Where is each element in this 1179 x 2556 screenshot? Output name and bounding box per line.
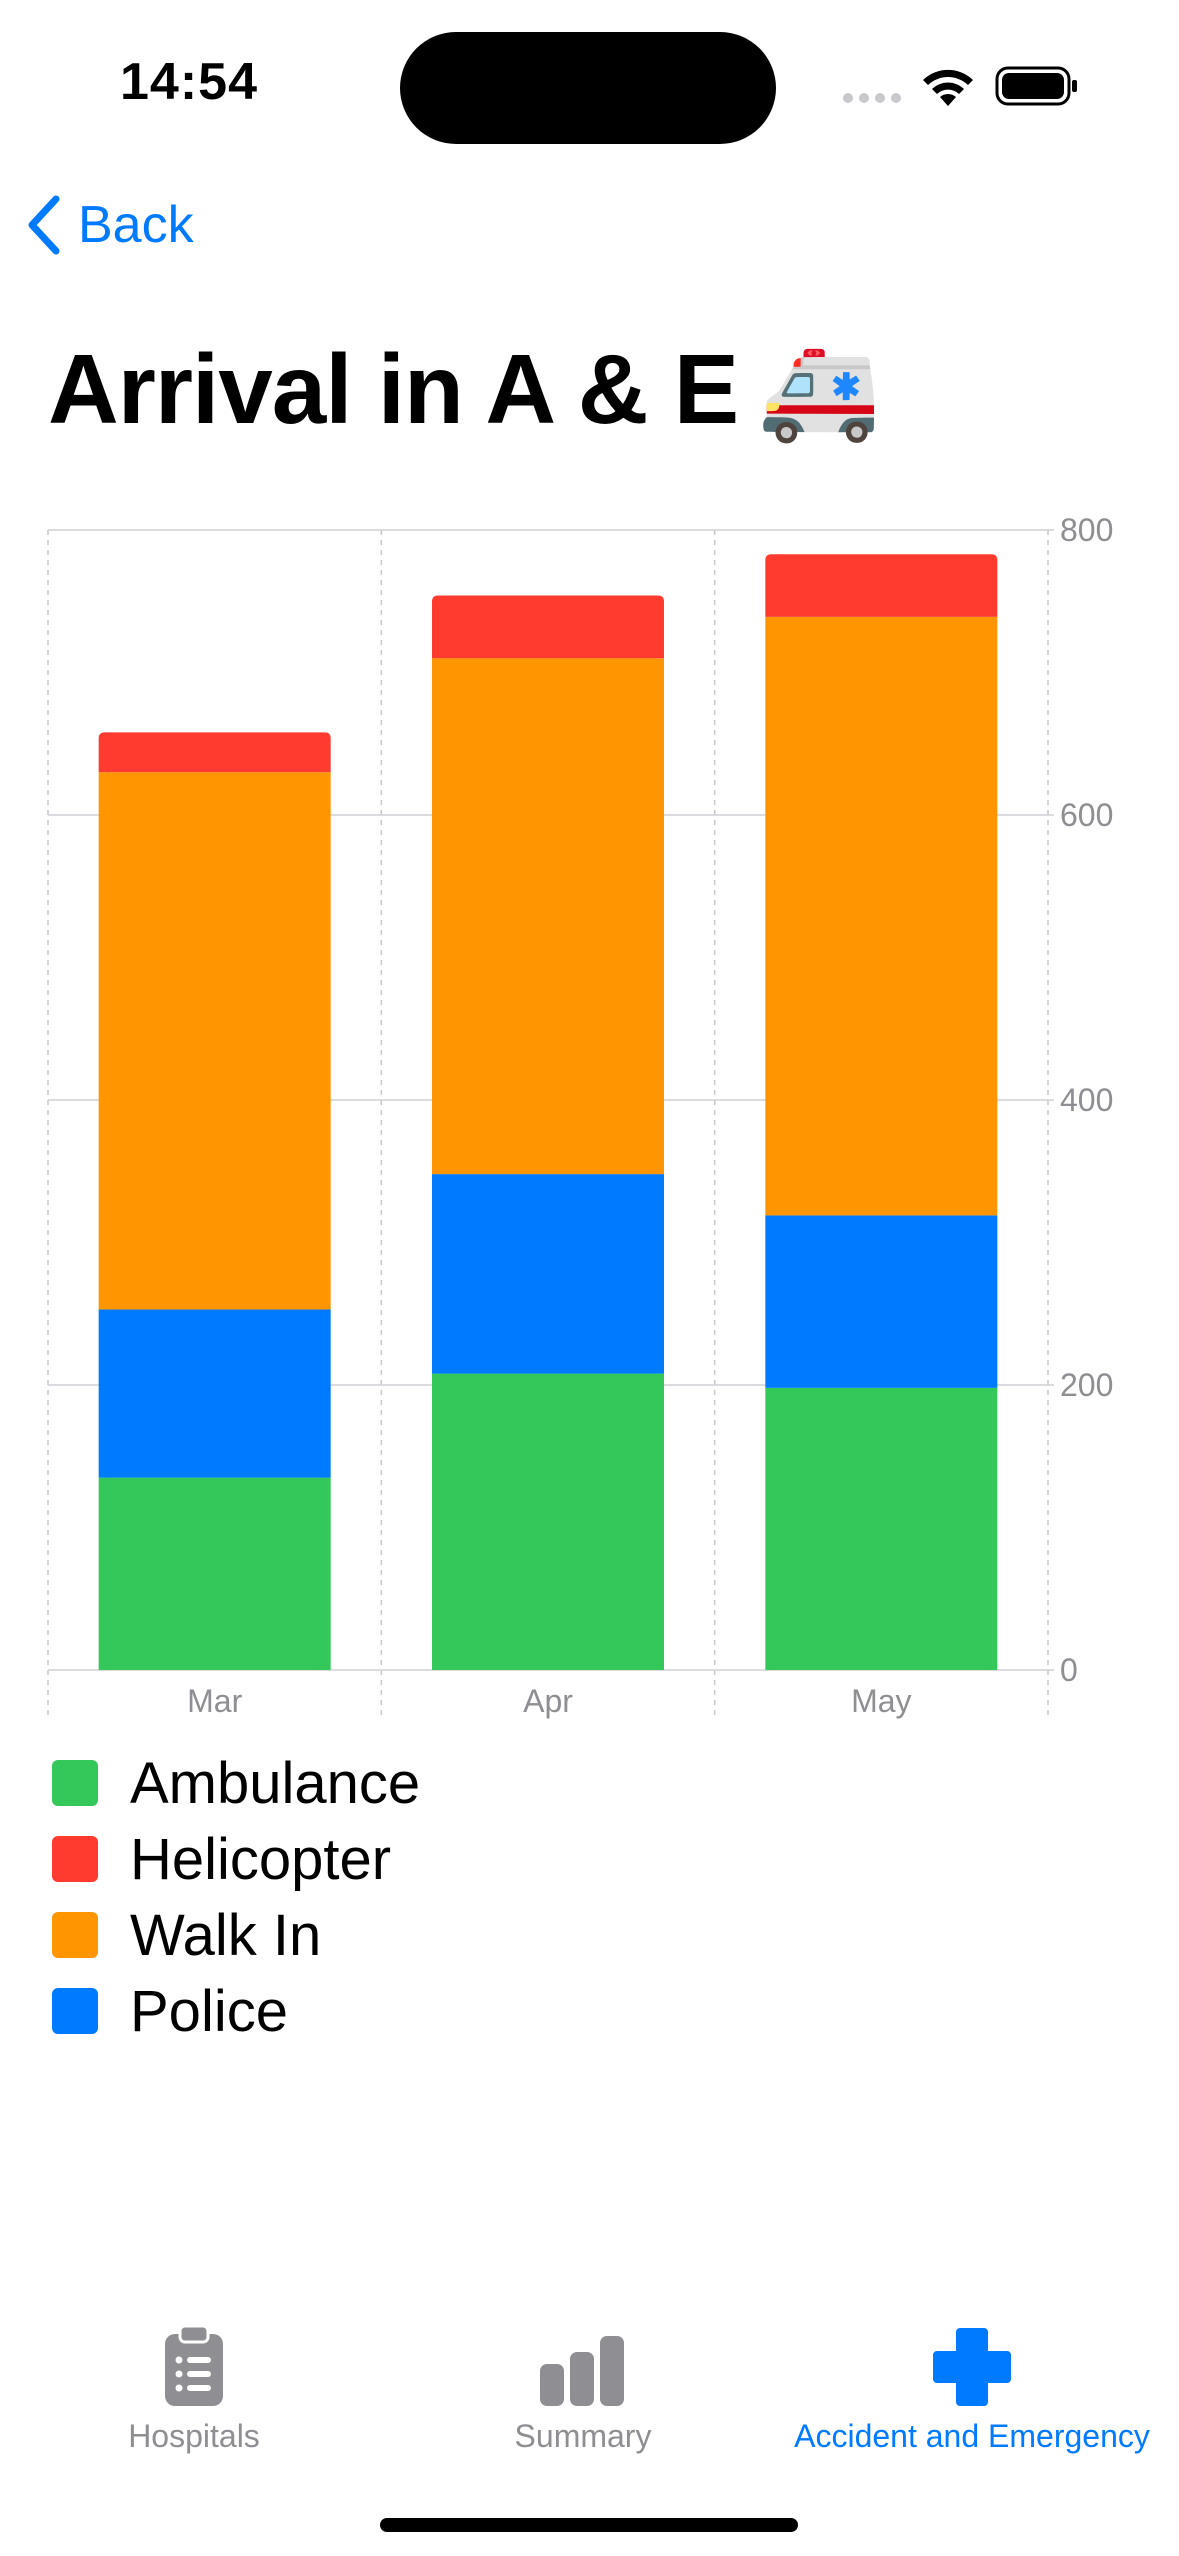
home-indicator: [380, 2518, 798, 2532]
bar-segment: [432, 595, 664, 659]
cellular-signal-icon: [843, 93, 901, 103]
legend-label: Walk In: [130, 1902, 322, 1968]
back-button[interactable]: Back: [22, 190, 194, 260]
y-tick-label: 400: [1060, 1082, 1113, 1118]
legend-item: Helicopter: [52, 1821, 420, 1897]
legend-label: Police: [130, 1978, 288, 2044]
legend-swatch: [52, 1836, 98, 1882]
page-title: Arrival in A & E 🚑: [48, 332, 880, 447]
clipboard-icon: [165, 2324, 223, 2406]
y-tick-label: 800: [1060, 512, 1113, 548]
chart-legend: Ambulance Helicopter Walk In Police: [52, 1745, 420, 2049]
tab-accident-and-emergency-label: Accident and Emergency: [794, 2418, 1150, 2454]
bar-segment: [765, 1215, 998, 1388]
tab-summary[interactable]: Summary: [483, 2300, 683, 2470]
legend-swatch: [52, 1760, 98, 1806]
legend-item: Ambulance: [52, 1745, 420, 1821]
bar-segment: [432, 658, 664, 1175]
legend-swatch: [52, 1988, 98, 2034]
tab-accident-and-emergency[interactable]: Accident and Emergency: [772, 2300, 1172, 2470]
back-button-label: Back: [78, 196, 194, 254]
bar-segment: [765, 554, 998, 617]
tab-hospitals[interactable]: Hospitals: [94, 2300, 294, 2470]
dynamic-island: [400, 32, 776, 144]
bar-chart-icon: [540, 2336, 624, 2406]
legend-label: Helicopter: [130, 1826, 392, 1892]
wifi-icon: [923, 69, 973, 106]
tab-hospitals-label: Hospitals: [128, 2418, 260, 2454]
stacked-bar-chart: 0 200 400 600 800 Mar Apr May: [47, 512, 1113, 1719]
legend-item: Police: [52, 1973, 420, 2049]
bar-segment: [98, 732, 331, 773]
bar-segment: [432, 1373, 664, 1670]
tab-bar: Hospitals Summary Accident and Emergency: [0, 2300, 1179, 2556]
bar-segment: [765, 1387, 998, 1670]
tab-summary-label: Summary: [514, 2418, 652, 2454]
x-tick-label: Mar: [187, 1683, 242, 1719]
battery-icon: [995, 66, 1077, 106]
status-time: 14:54: [120, 53, 258, 111]
legend-item: Walk In: [52, 1897, 420, 1973]
legend-label: Ambulance: [130, 1750, 421, 1816]
page-title-text: Arrival in A & E: [48, 334, 739, 444]
cross-icon: [933, 2328, 1011, 2406]
bar-segment: [98, 1309, 331, 1478]
bar-segment: [98, 1477, 331, 1670]
y-tick-label: 600: [1060, 797, 1113, 833]
y-tick-label: 200: [1060, 1367, 1113, 1403]
ambulance-emoji-icon: 🚑: [758, 334, 880, 444]
status-bar: 14:54: [0, 0, 1179, 180]
bar-segment: [765, 616, 998, 1216]
legend-swatch: [52, 1912, 98, 1958]
x-tick-label: Apr: [523, 1683, 573, 1719]
bar-segment: [432, 1174, 664, 1374]
y-tick-label: 0: [1060, 1652, 1078, 1688]
bar-segment: [98, 772, 331, 1310]
chevron-left-icon: [28, 195, 60, 255]
x-tick-label: May: [851, 1683, 911, 1719]
